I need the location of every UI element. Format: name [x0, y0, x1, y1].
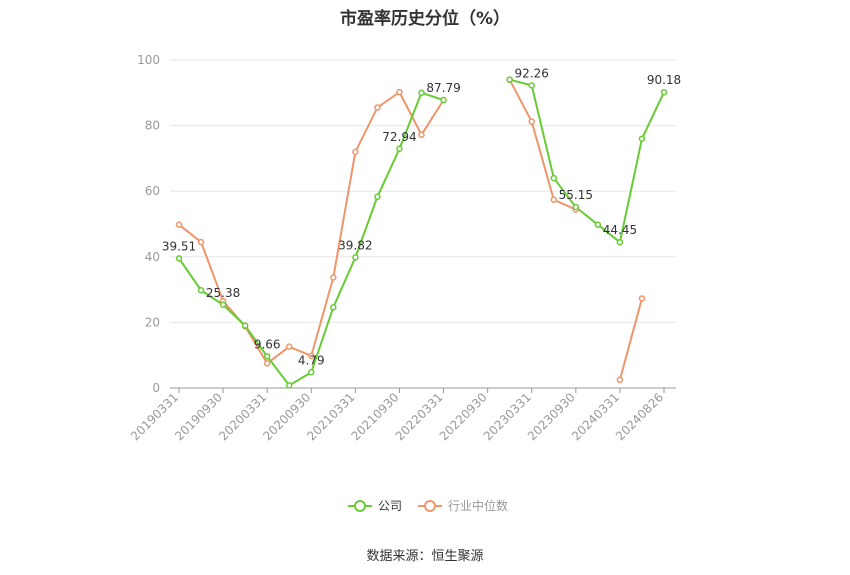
data-point — [263, 353, 271, 360]
data-label: 55.15 — [559, 188, 593, 202]
data-label: 25.38 — [206, 286, 240, 300]
data-point — [418, 131, 425, 139]
grid-lines — [170, 59, 676, 323]
data-label: 72.94 — [382, 130, 416, 144]
chart-title: 市盈率历史分位（%） — [339, 9, 511, 29]
series-points — [175, 76, 668, 389]
data-label: 9.66 — [254, 337, 281, 351]
data-label: 92.26 — [515, 66, 549, 80]
data-label: 44.45 — [603, 223, 637, 237]
data-point — [616, 376, 624, 384]
data-point — [616, 238, 624, 246]
data-point — [396, 145, 403, 153]
data-point — [396, 88, 403, 96]
data-point — [594, 221, 602, 228]
legend-label: 公司 — [378, 499, 402, 513]
legend-swatch-marker — [424, 500, 436, 512]
data-point — [330, 274, 337, 281]
data-point — [374, 193, 381, 201]
y-tick-label: 60 — [145, 184, 160, 198]
data-label: 90.18 — [647, 73, 681, 87]
data-point — [638, 295, 646, 302]
data-point — [572, 203, 580, 211]
data-point — [440, 96, 447, 104]
data-point — [550, 174, 558, 182]
data-point — [308, 369, 315, 376]
data-point — [285, 382, 293, 389]
x-tick-label: 20240826 — [613, 390, 666, 443]
data-point — [308, 352, 315, 360]
data-point — [263, 360, 271, 367]
x-axis: 2019033120190930202003312020093020210331… — [128, 387, 676, 443]
data-point — [175, 255, 183, 262]
data-point — [506, 76, 513, 83]
data-point — [550, 196, 558, 203]
data-point — [330, 304, 337, 311]
data-source: 数据来源：恒生聚源 — [366, 549, 484, 564]
series-line-0 — [509, 78, 665, 244]
data-point — [285, 343, 293, 350]
y-tick-label: 40 — [145, 250, 160, 264]
y-tick-label: 100 — [137, 53, 160, 67]
data-point — [352, 254, 359, 261]
data-label: 39.51 — [162, 239, 196, 253]
data-point — [638, 135, 646, 142]
legend: 公司 行业中位数 — [348, 498, 508, 513]
y-tick-label: 0 — [152, 381, 160, 395]
data-point — [197, 238, 205, 246]
data-label: 4.79 — [298, 353, 325, 367]
legend-label: 行业中位数 — [448, 498, 508, 513]
data-point — [660, 88, 668, 96]
data-label: 87.79 — [426, 81, 460, 95]
data-labels: 39.51 25.38 9.66 4.79 39.82 72.94 87.79 92.26 55… — [162, 66, 681, 367]
data-point — [528, 118, 535, 125]
y-tick-label: 20 — [145, 315, 160, 329]
y-axis: 0 20 40 60 80 100 — [137, 53, 160, 395]
data-point — [197, 287, 205, 294]
data-point — [374, 104, 381, 111]
data-point — [175, 221, 183, 228]
series-line-1 — [618, 298, 643, 381]
data-point — [528, 82, 535, 89]
legend-swatch-marker — [354, 500, 366, 512]
data-point — [219, 301, 227, 309]
data-label: 39.82 — [338, 238, 372, 252]
series-line-1 — [508, 79, 577, 211]
y-tick-label: 80 — [145, 119, 160, 133]
data-point — [418, 89, 425, 97]
data-point — [241, 322, 249, 329]
data-point — [352, 148, 359, 156]
